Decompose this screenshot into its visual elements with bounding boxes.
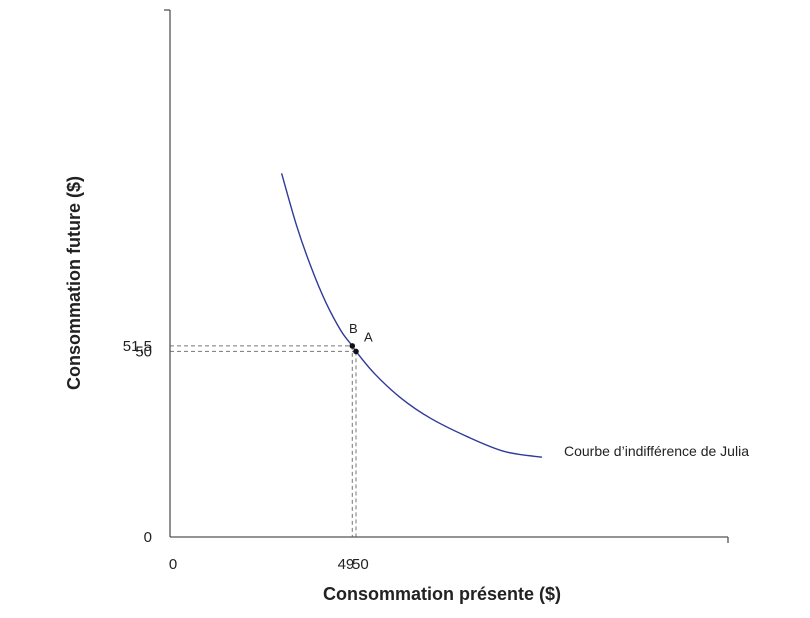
point-b	[349, 343, 356, 349]
x-tick-label: 0	[169, 556, 177, 573]
points: AB	[349, 321, 373, 355]
curve-label: Courbe d’indifférence de Julia	[564, 443, 749, 459]
x-axis	[170, 536, 729, 543]
y-axis	[164, 9, 171, 537]
x-axis-title: Consommation présente ($)	[323, 584, 561, 604]
y-axis-title: Consommation future ($)	[64, 176, 84, 390]
indifference-curve	[280, 173, 543, 458]
y-tick-label: 0	[144, 529, 152, 546]
point-a	[353, 348, 359, 355]
x-tick-label: 49	[338, 556, 355, 573]
y-tick-label: 50	[135, 343, 152, 360]
guide-lines	[170, 345, 357, 537]
point-label-a: A	[364, 329, 373, 344]
point-label-b: B	[349, 321, 358, 336]
x-tick-label: 50	[352, 556, 369, 573]
y-tick-label: 51,5	[123, 338, 152, 355]
